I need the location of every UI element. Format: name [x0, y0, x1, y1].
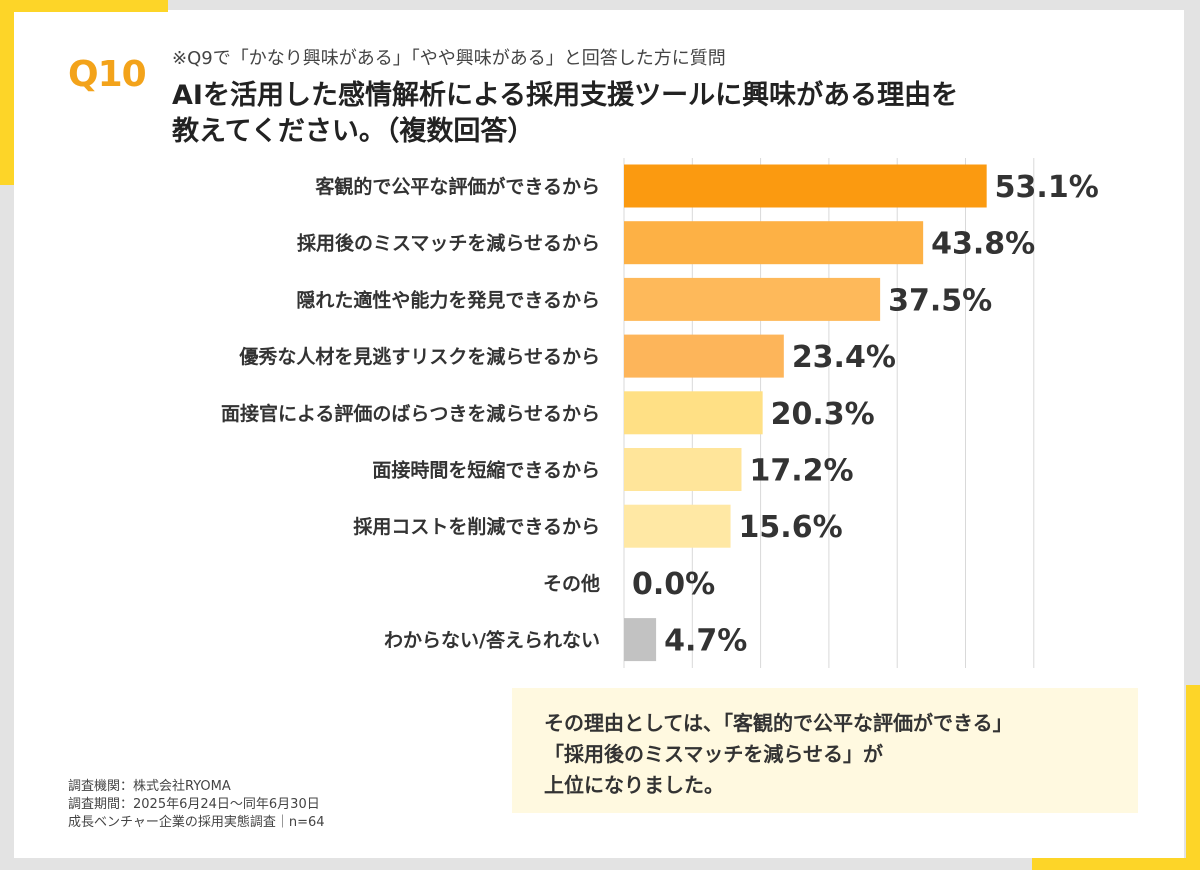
value-label: 43.8%	[931, 227, 1035, 262]
category-label: 採用コストを削減できるから	[353, 515, 600, 538]
category-label: 面接時間を短縮できるから	[372, 459, 600, 482]
category-label: その他	[543, 572, 600, 595]
survey-name: 成長ベンチャー企業の採用実態調査｜n=64	[68, 815, 325, 830]
value-label: 20.3%	[771, 397, 875, 432]
category-label: 隠れた適性や能力を発見できるから	[296, 288, 600, 311]
corner-accent-bottom-right-vertical	[1186, 685, 1200, 870]
question-title-line-2: 教えてください。（複数回答）	[172, 116, 535, 147]
value-label: 4.7%	[664, 624, 747, 659]
survey-period: 調査期間：2025年6月24日～同年6月30日	[68, 797, 320, 812]
value-label: 53.1%	[995, 170, 1099, 205]
bar	[624, 504, 731, 548]
value-label: 15.6%	[739, 510, 843, 545]
question-title: AIを活用した感情解析による採用支援ツールに興味がある理由を 教えてください。（…	[172, 78, 1052, 150]
corner-accent-top-left	[0, 0, 168, 12]
corner-accent-top-left-vertical	[0, 0, 14, 185]
survey-organization: 調査機関：株式会社RYOMA	[68, 779, 231, 794]
bar	[624, 277, 881, 321]
summary-note-line-3: 上位になりました。	[544, 773, 724, 797]
category-label: 客観的で公平な評価ができるから	[315, 175, 600, 198]
corner-accent-bottom-right	[1032, 858, 1200, 870]
question-number: Q10	[68, 54, 147, 95]
summary-note: その理由としては、「客観的で公平な評価ができる」 「採用後のミスマッチを減らせる…	[512, 688, 1138, 813]
sub-question: ※Q9で「かなり興味がある」「やや興味がある」と回答した方に質問	[172, 48, 726, 69]
bar	[624, 221, 924, 265]
bar	[624, 391, 763, 435]
survey-footer: 調査機関：株式会社RYOMA 調査期間：2025年6月24日～同年6月30日 成…	[68, 778, 325, 832]
bar	[624, 448, 742, 491]
question-title-line-1: AIを活用した感情解析による採用支援ツールに興味がある理由を	[172, 80, 959, 111]
category-label: 優秀な人材を見逃すリスクを減らせるから	[238, 345, 600, 368]
summary-note-line-1: その理由としては、「客観的で公平な評価ができる」	[544, 711, 1013, 735]
value-label: 17.2%	[749, 454, 853, 489]
bar	[624, 334, 784, 378]
category-label: わからない/答えられない	[384, 629, 600, 652]
value-label: 23.4%	[792, 340, 896, 375]
value-label: 37.5%	[888, 283, 992, 318]
bar	[624, 164, 987, 208]
bar	[624, 618, 657, 662]
value-label: 0.0%	[632, 567, 715, 602]
summary-note-line-2: 「採用後のミスマッチを減らせる」が	[544, 742, 883, 766]
category-label: 面接官による評価のばらつきを減らせるから	[221, 402, 600, 425]
category-label: 採用後のミスマッチを減らせるから	[297, 232, 600, 255]
